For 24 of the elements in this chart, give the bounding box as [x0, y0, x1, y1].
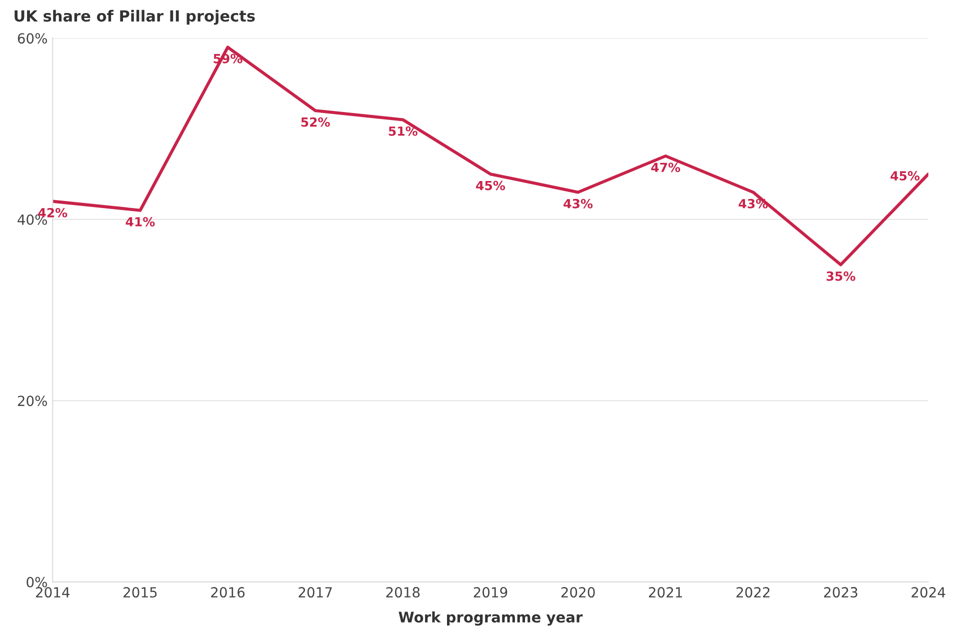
data-label: 45%: [476, 180, 506, 190]
x-tick-label: 2016: [211, 587, 245, 598]
y-tick-label: 60%: [18, 33, 48, 44]
x-tick-label: 2024: [912, 587, 946, 598]
x-tick-label: 2015: [124, 587, 157, 598]
data-label: 45%: [890, 171, 920, 181]
data-label: 47%: [651, 162, 680, 172]
x-tick-label: 2020: [561, 587, 595, 598]
x-tick-label: 2022: [736, 587, 770, 598]
x-tick-label: 2017: [298, 587, 332, 598]
x-tick-label: 2014: [36, 587, 70, 598]
data-label: 35%: [826, 271, 856, 281]
x-tick-label: 2021: [648, 587, 682, 598]
x-tick-label: 2019: [474, 587, 508, 598]
x-tick-label: 2018: [386, 587, 420, 598]
y-tick-label: 0%: [26, 576, 48, 588]
data-label: 51%: [388, 126, 418, 136]
x-axis-title: Work programme year: [398, 611, 583, 626]
chart-title: UK share of Pillar II projects: [14, 10, 255, 25]
data-label: 41%: [126, 217, 155, 226]
x-tick-label: 2023: [824, 587, 858, 598]
data-label: 52%: [301, 117, 330, 127]
data-label: 43%: [564, 198, 593, 208]
y-tick-label: 20%: [18, 396, 48, 406]
